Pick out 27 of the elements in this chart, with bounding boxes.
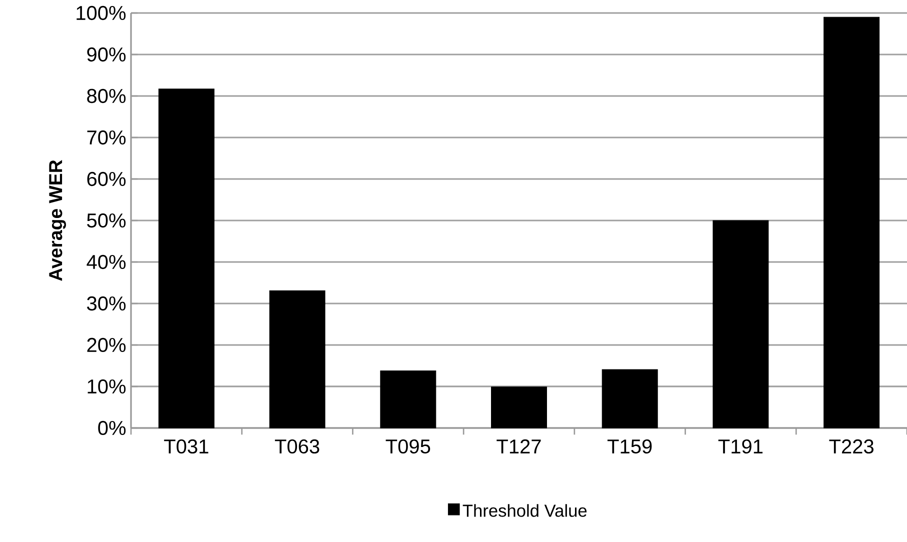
- y-tick-label: 60%: [87, 172, 126, 186]
- y-axis-title: Average WER: [49, 160, 66, 281]
- legend-label: Threshold Value: [462, 504, 587, 517]
- bar: [602, 369, 658, 428]
- x-tick-label: T127: [496, 439, 541, 454]
- x-tick-label: T063: [274, 439, 320, 454]
- x-tick-label: T095: [386, 439, 430, 454]
- x-tick-label: T159: [608, 439, 652, 454]
- y-tick-label: 10%: [88, 379, 126, 394]
- y-tick-label: 100%: [76, 6, 126, 20]
- bar: [824, 16, 880, 428]
- y-tick-label: 90%: [87, 47, 126, 62]
- y-tick-label: 20%: [87, 338, 126, 352]
- y-tick-label: 40%: [86, 254, 126, 270]
- y-tick-label: 50%: [87, 213, 126, 228]
- x-tick-label: T223: [829, 439, 874, 454]
- x-tick-label: T031: [164, 439, 208, 454]
- y-tick-label: 30%: [87, 296, 126, 311]
- bar: [712, 220, 769, 428]
- y-tick-label: 80%: [87, 88, 126, 104]
- y-tick-label: 70%: [87, 130, 126, 145]
- bar: [158, 88, 214, 428]
- bar: [380, 370, 436, 428]
- y-tick-label: 0%: [98, 420, 126, 436]
- bar: [269, 290, 326, 428]
- bar: [491, 386, 547, 428]
- x-tick-label: T191: [718, 439, 763, 454]
